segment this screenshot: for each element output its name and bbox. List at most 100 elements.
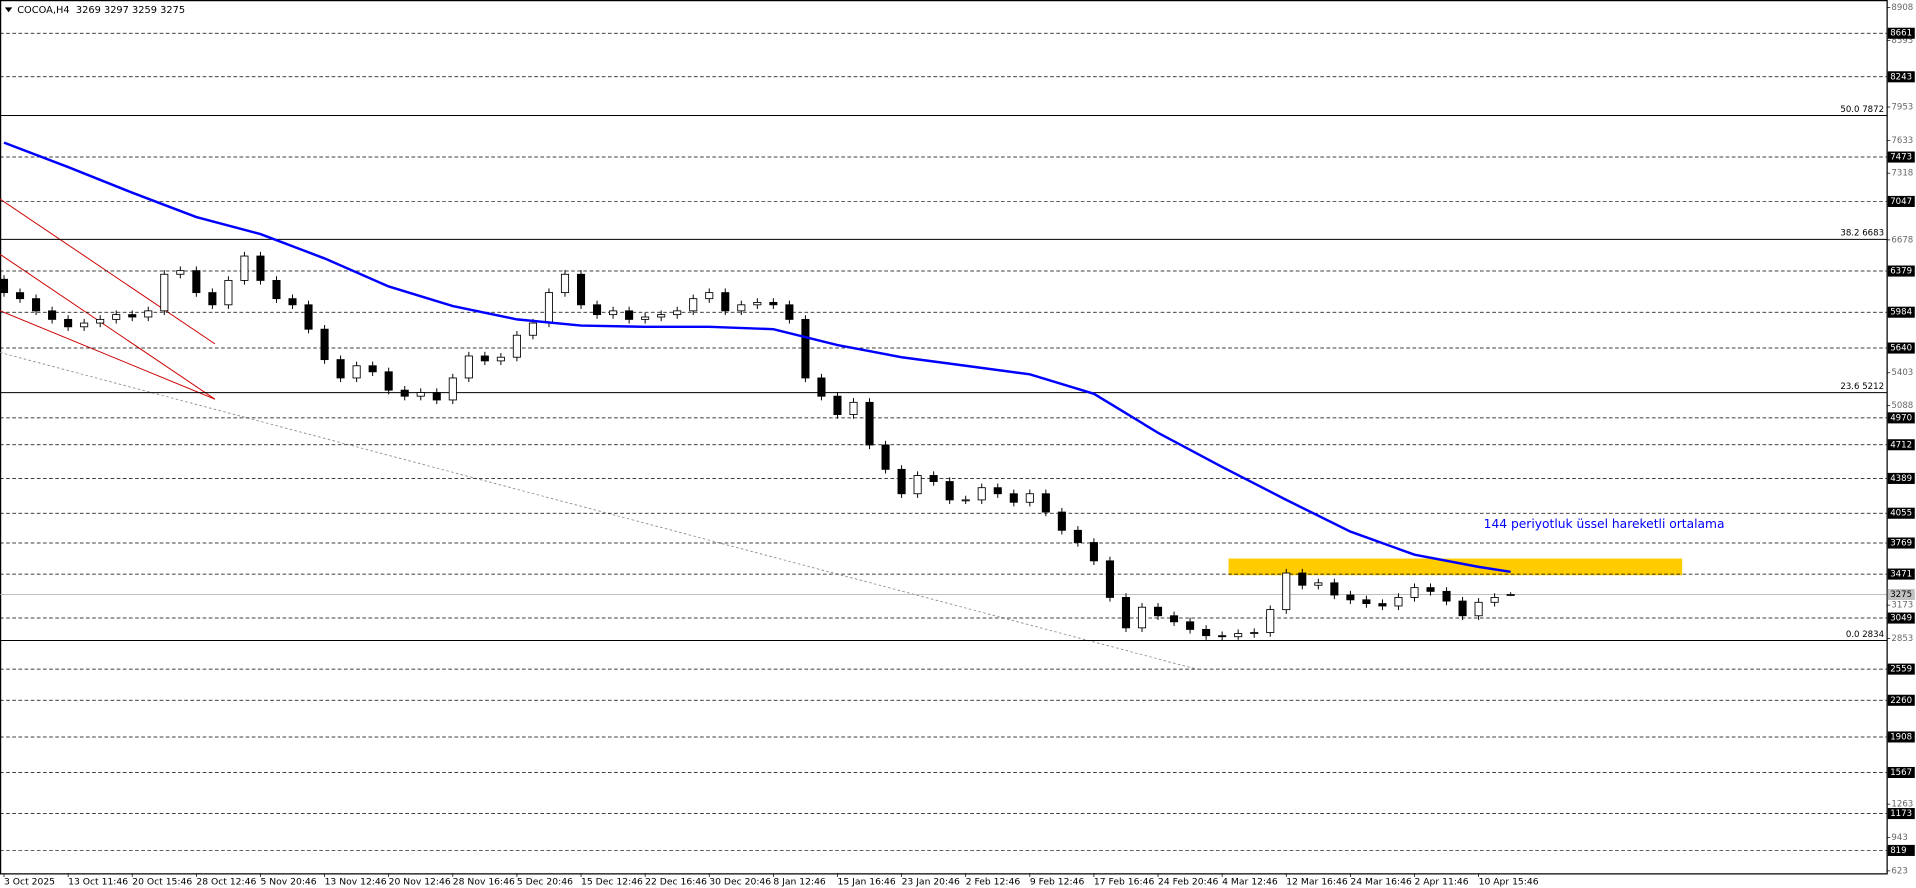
- y-tick-label: 6678: [1891, 235, 1913, 245]
- x-tick-label: 5 Nov 20:46: [260, 876, 316, 887]
- level-box: [1887, 568, 1915, 580]
- candle-body: [1314, 582, 1323, 586]
- x-tick-label: 17 Feb 16:46: [1094, 876, 1155, 887]
- x-tick-label: 20 Oct 15:46: [132, 876, 192, 887]
- candle-body: [1442, 590, 1451, 602]
- candle-body: [320, 328, 329, 361]
- x-tick-label: 2 Apr 11:46: [1414, 876, 1468, 887]
- level-box: [1887, 439, 1915, 451]
- x-tick-label: 13 Oct 11:46: [68, 876, 128, 887]
- candle-body: [1490, 596, 1499, 603]
- x-tick-label: 15 Dec 12:46: [581, 876, 643, 887]
- candle-body: [833, 395, 842, 415]
- candle-body: [80, 322, 89, 328]
- candle-body: [1057, 511, 1066, 531]
- x-tick-label: 3 Oct 2025: [4, 876, 55, 887]
- candle-body: [865, 401, 874, 446]
- candle-body: [304, 304, 313, 330]
- candle-body: [1009, 493, 1018, 503]
- candle-body: [705, 292, 714, 300]
- candle-body: [240, 255, 249, 281]
- candle-body: [785, 304, 794, 320]
- candle-body: [1330, 582, 1339, 596]
- level-box: [1887, 342, 1915, 354]
- level-box: [1887, 766, 1915, 779]
- candle-body: [657, 314, 666, 318]
- x-tick-label: 2 Feb 12:46: [966, 876, 1021, 887]
- candle-body: [913, 475, 922, 495]
- x-tick-label: 15 Jan 16:46: [837, 876, 895, 887]
- candle-body: [128, 314, 137, 318]
- candle-body: [400, 389, 409, 397]
- candle-body: [144, 310, 153, 318]
- candle-body: [1394, 596, 1403, 607]
- candle-body: [480, 355, 489, 362]
- candle-body: [609, 310, 618, 316]
- level-label: 7473: [1890, 153, 1912, 163]
- level-box: [1887, 694, 1915, 706]
- fib-label: 23.6 5212: [1840, 382, 1884, 392]
- x-tick-label: 24 Mar 16:46: [1350, 876, 1412, 887]
- candle-body: [1474, 601, 1483, 617]
- candle-body: [256, 255, 265, 281]
- level-box: [1887, 472, 1915, 484]
- level-label: 819: [1890, 846, 1906, 856]
- candle-body: [1089, 542, 1098, 562]
- candle-body: [1105, 560, 1114, 598]
- y-tick-label: 623: [1891, 866, 1907, 876]
- x-tick-label: 22 Dec 16:46: [645, 876, 707, 887]
- level-label: 8243: [1890, 72, 1912, 82]
- y-tick-label: 7953: [1891, 103, 1913, 113]
- candle-body: [1121, 596, 1131, 629]
- level-label: 3471: [1890, 570, 1912, 580]
- candle-body: [1154, 606, 1163, 617]
- candle-body: [977, 487, 986, 501]
- candle-body: [528, 322, 537, 336]
- level-label: 3049: [1890, 614, 1912, 624]
- current-price-box: [1887, 588, 1915, 601]
- x-tick-label: 20 Nov 12:46: [389, 876, 451, 887]
- candle-body: [64, 318, 73, 328]
- candle-body: [1186, 621, 1195, 630]
- y-tick-label: 8593: [1891, 36, 1913, 46]
- candle-body: [336, 359, 345, 379]
- level-box: [1887, 71, 1915, 83]
- y-tick-label: 5403: [1891, 368, 1913, 378]
- channel-line: [0, 198, 216, 345]
- candle-body: [961, 499, 970, 502]
- y-tick-label: 1263: [1891, 800, 1913, 810]
- candle-body: [1378, 603, 1387, 607]
- candle-body: [1346, 594, 1355, 601]
- candle-body: [993, 487, 1002, 495]
- candle-body: [801, 318, 810, 379]
- y-tick-label: 7633: [1891, 136, 1913, 146]
- candle-body: [1218, 635, 1227, 638]
- level-label: 7047: [1890, 197, 1912, 207]
- fib-label: 50.0 7872: [1840, 105, 1884, 115]
- level-box: [1887, 537, 1915, 549]
- level-box: [1887, 27, 1915, 39]
- candle-body: [593, 304, 602, 316]
- y-tick-label: 943: [1891, 833, 1907, 843]
- candle-body: [176, 270, 185, 275]
- candle-body: [817, 377, 826, 397]
- level-box: [1887, 612, 1915, 624]
- candle-body: [1170, 615, 1179, 623]
- candle-body: [48, 310, 57, 320]
- candle-body: [496, 356, 505, 362]
- x-tick-label: 30 Dec 20:46: [709, 876, 771, 887]
- candle-body: [625, 310, 634, 320]
- channel-line: [0, 310, 216, 400]
- level-box: [1887, 731, 1915, 743]
- level-label: 1567: [1890, 768, 1912, 778]
- candle-body: [1234, 633, 1243, 638]
- candle-body: [0, 278, 9, 294]
- candle-body: [192, 270, 201, 294]
- candle-body: [224, 279, 233, 306]
- ema-annotation: 144 periyotluk üssel hareketli ortalama: [1484, 517, 1725, 531]
- y-tick-label: 7318: [1891, 169, 1913, 179]
- candle-body: [384, 371, 393, 391]
- candle-body: [1025, 493, 1034, 503]
- x-tick-label: 9 Feb 12:46: [1030, 876, 1085, 887]
